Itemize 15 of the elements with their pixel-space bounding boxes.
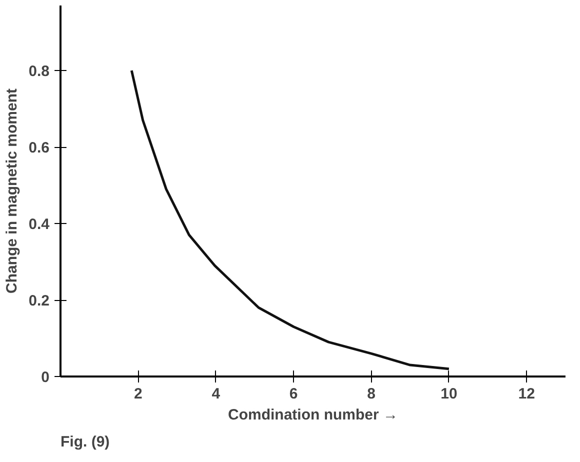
text: Fig. (9) [60, 434, 110, 450]
y-axis-title: Change in magnetic moment [4, 88, 21, 294]
x-tick-label: 12 [518, 386, 535, 402]
x-tick-label: 4 [212, 386, 221, 402]
y-tick-label: 0.2 [28, 292, 50, 310]
y-tick-label: 0.6 [28, 140, 50, 157]
y-tick-label: 0.8 [28, 63, 50, 80]
x-tick-label: 6 [289, 386, 298, 402]
y-tick-label: 0 [41, 369, 50, 386]
x-tick-label: 10 [440, 386, 458, 402]
line-series [130, 69, 450, 370]
x-axis-title: Comdination number → [228, 406, 398, 424]
x-tick-label: 8 [367, 386, 376, 402]
x-tick-label: 2 [134, 386, 142, 402]
y-tick-label: 0.4 [28, 216, 50, 234]
